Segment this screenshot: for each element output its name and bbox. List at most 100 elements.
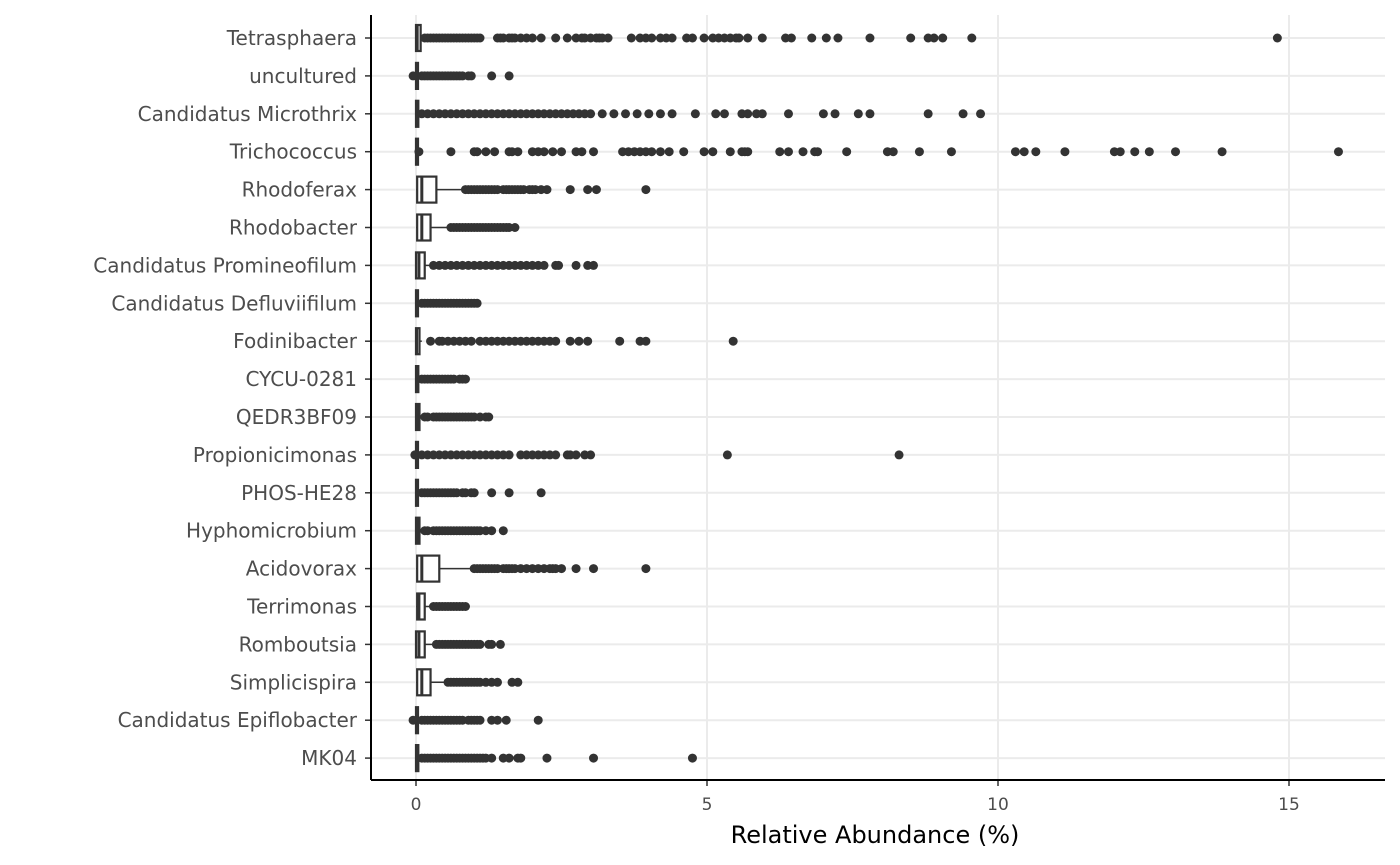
y-tick-label: MK04	[301, 746, 357, 770]
outlier-point	[621, 109, 631, 119]
outlier-point	[504, 753, 514, 763]
outlier-point	[484, 412, 494, 422]
outlier-point	[743, 109, 753, 119]
box-rect	[416, 592, 426, 621]
outlier-point	[786, 33, 796, 43]
outlier-point	[475, 33, 485, 43]
outlier-point	[690, 109, 700, 119]
outlier-point	[542, 185, 552, 195]
y-tick-label: Trichococcus	[229, 140, 357, 164]
box-layer	[413, 23, 472, 773]
outlier-point	[501, 715, 511, 725]
outlier-point	[1060, 147, 1070, 157]
outlier-point	[589, 147, 599, 157]
outlier-point	[1115, 147, 1125, 157]
outlier-point	[589, 564, 599, 574]
outlier-point	[615, 336, 625, 346]
outlier-point	[711, 109, 721, 119]
outlier-point	[472, 147, 482, 157]
outlier-point	[609, 109, 619, 119]
outlier-point	[743, 147, 753, 157]
x-tick-label: 10	[987, 795, 1009, 815]
outlier-point	[830, 109, 840, 119]
outlier-point	[589, 260, 599, 270]
outlier-point	[967, 33, 977, 43]
outlier-point	[513, 147, 523, 157]
outlier-point	[632, 109, 642, 119]
outlier-point	[865, 33, 875, 43]
y-tick-label: Terrimonas	[246, 595, 357, 619]
outlier-point	[475, 639, 485, 649]
outlier-point	[466, 71, 476, 81]
outlier-point	[888, 147, 898, 157]
outlier-point	[853, 109, 863, 119]
x-tick-label: 0	[411, 795, 422, 815]
outlier-point	[583, 336, 593, 346]
outlier-point	[833, 33, 843, 43]
outlier-point	[842, 147, 852, 157]
outlier-point	[641, 185, 651, 195]
outlier-point	[667, 109, 677, 119]
outlier-point	[571, 260, 581, 270]
outlier-point	[426, 336, 436, 346]
outlier-point	[536, 33, 546, 43]
x-tick-label: 15	[1278, 795, 1300, 815]
outlier-point	[821, 33, 831, 43]
y-tick-labels: Tetrasphaera uncultured Candidatus Microth…	[93, 26, 357, 770]
outlier-point	[574, 336, 584, 346]
y-tick-label: Fodinibacter	[233, 329, 358, 353]
outlier-point	[481, 147, 491, 157]
outlier-point	[647, 33, 657, 43]
outlier-point	[410, 450, 420, 460]
y-tick-label: Rhodoferax	[242, 178, 358, 202]
y-tick-label: uncultured	[249, 64, 357, 88]
outlier-point	[466, 336, 476, 346]
outlier-point	[577, 147, 587, 157]
y-tick-label: Candidatus Microthrix	[138, 102, 358, 126]
outlier-point	[647, 147, 657, 157]
y-tick-label: Candidatus Defluviifilum	[111, 291, 357, 315]
outlier-point	[894, 450, 904, 460]
y-tick-label: Acidovorax	[246, 557, 357, 581]
outlier-point	[757, 109, 767, 119]
outlier-point	[565, 336, 575, 346]
outlier-point	[914, 147, 924, 157]
outlier-point	[1010, 147, 1020, 157]
y-tick-label: PHOS-HE28	[241, 481, 357, 505]
outlier-point	[460, 602, 470, 611]
outlier-point	[487, 526, 497, 536]
outlier-point	[807, 33, 817, 43]
outlier-point	[813, 147, 823, 157]
outlier-point	[472, 298, 482, 308]
outlier-point	[775, 147, 785, 157]
outlier-point	[946, 147, 956, 157]
outlier-point	[551, 33, 561, 43]
outlier-point	[565, 185, 575, 195]
outlier-point	[571, 450, 581, 460]
outlier-point	[906, 33, 916, 43]
outlier-point	[1019, 147, 1029, 157]
y-tick-label: Candidatus Epiflobacter	[118, 708, 358, 732]
outlier-point	[557, 564, 566, 574]
outlier-point	[722, 450, 732, 460]
outlier-point	[492, 677, 502, 687]
outlier-point	[865, 109, 875, 119]
x-tick-label: 5	[702, 795, 713, 815]
outlier-point	[513, 677, 523, 687]
outlier-point	[719, 109, 729, 119]
outlier-point	[586, 109, 596, 119]
outlier-point	[976, 109, 986, 119]
outlier-point	[1031, 147, 1041, 157]
y-tick-label: Simplicispira	[230, 670, 357, 694]
outlier-point	[583, 185, 593, 195]
outlier-point	[818, 109, 828, 119]
outlier-point	[586, 450, 596, 460]
outlier-point	[1130, 147, 1140, 157]
outlier-point	[603, 33, 613, 43]
box-rect	[416, 213, 432, 242]
y-tick-label: Rhodobacter	[229, 216, 358, 240]
outlier-point	[699, 33, 709, 43]
y-tick-label: Propionicimonas	[193, 443, 357, 467]
outlier-point	[655, 109, 665, 119]
